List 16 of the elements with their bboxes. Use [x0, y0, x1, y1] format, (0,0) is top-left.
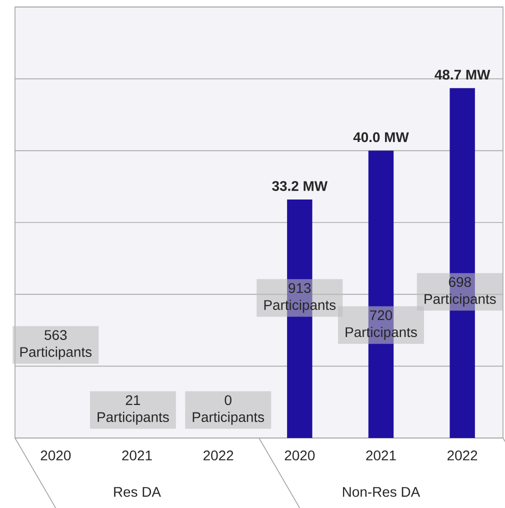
data-label: 33.2 MW [272, 181, 328, 191]
x-tick-label: 2022 [204, 450, 234, 460]
x-tick-label: 2022 [448, 450, 478, 460]
annotation: 0 Participants [192, 395, 264, 425]
x-tick-label: 2021 [366, 450, 396, 460]
x-tick-label: 2021 [122, 450, 152, 460]
annotation: 21 Participants [98, 395, 169, 425]
annotation: 563 Participants [20, 330, 92, 360]
data-label: 48.7 MW [434, 70, 490, 80]
annotation: 913 Participants [264, 283, 336, 313]
text: Non-Res DA [343, 487, 420, 497]
x-tick-label: 2020 [284, 450, 315, 460]
data-label: 40.0 MW [353, 132, 409, 142]
text: Res DA [114, 487, 161, 497]
x-tick-label: 2020 [40, 450, 71, 460]
annotation: 720 Participants [346, 310, 417, 340]
